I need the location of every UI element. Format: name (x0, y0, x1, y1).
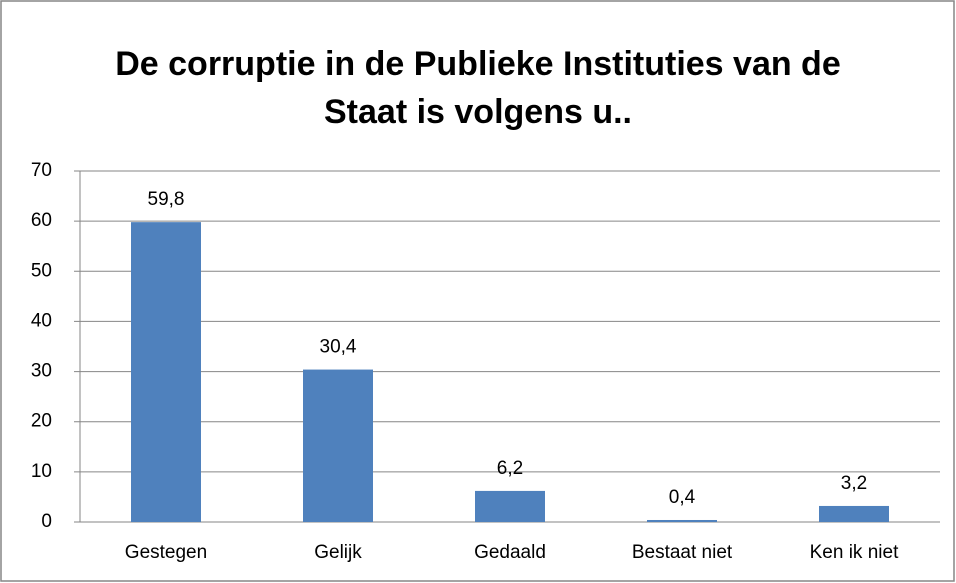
x-tick-label: Bestaat niet (632, 542, 733, 563)
bar (647, 519, 717, 522)
value-label: 6,2 (497, 458, 523, 479)
bar (303, 369, 373, 522)
y-tick-label: 50 (31, 260, 52, 281)
y-tick-label: 30 (31, 361, 52, 382)
x-tick-label: Gestegen (125, 542, 207, 563)
bar (131, 222, 201, 522)
y-tick-label: 10 (31, 461, 52, 482)
y-tick-label: 60 (31, 210, 52, 231)
chart-title: De corruptie in de Publieke Instituties … (115, 45, 841, 131)
y-tick-label: 20 (31, 411, 52, 432)
x-tick-label: Ken ik niet (810, 542, 899, 563)
x-tick-label: Gedaald (474, 542, 546, 563)
value-label: 0,4 (669, 487, 696, 508)
y-tick-label: 40 (31, 310, 52, 331)
bar (819, 505, 889, 522)
value-label: 30,4 (320, 337, 357, 358)
value-label: 3,2 (841, 473, 867, 494)
y-tick-label: 70 (31, 160, 52, 181)
bar (475, 490, 545, 522)
value-label: 59,8 (148, 189, 185, 210)
y-tick-label: 0 (41, 511, 52, 532)
x-tick-label: Gelijk (314, 542, 362, 563)
